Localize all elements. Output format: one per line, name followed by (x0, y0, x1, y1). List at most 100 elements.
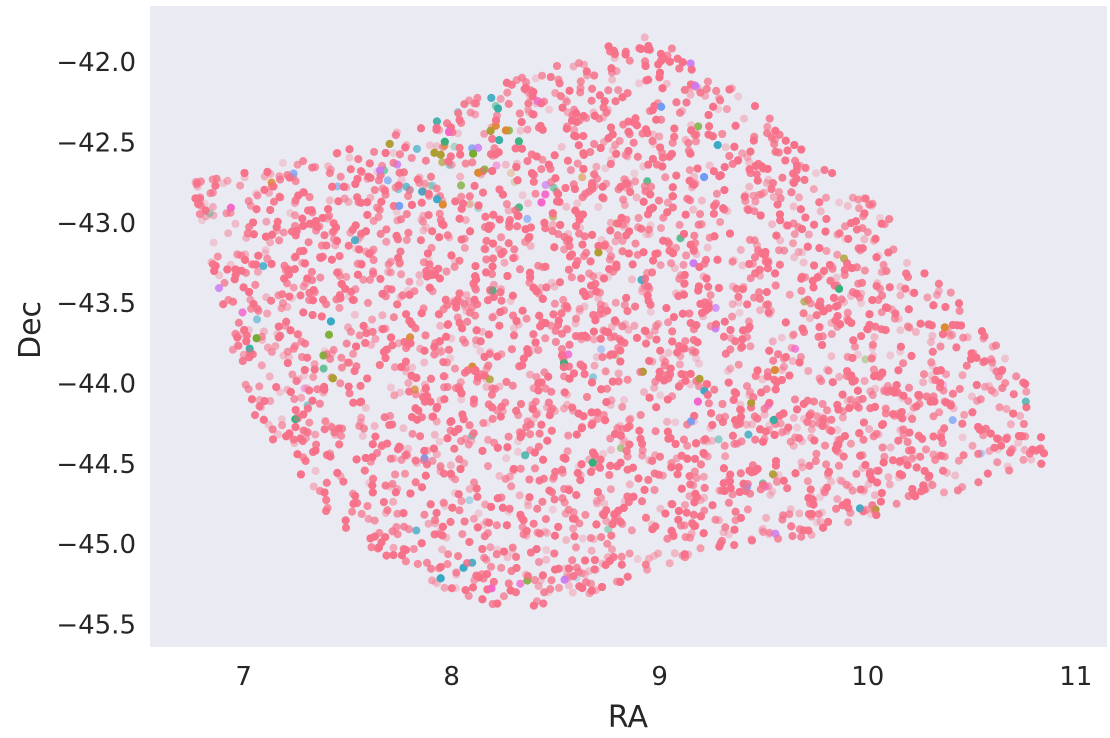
scatter-point (526, 370, 534, 379)
scatter-point (1022, 387, 1031, 396)
scatter-point (397, 270, 406, 279)
scatter-point (297, 337, 306, 346)
scatter-point (402, 236, 411, 244)
scatter-point (643, 177, 652, 186)
scatter-point (378, 311, 387, 320)
scatter-point (700, 493, 709, 502)
scatter-point (759, 188, 768, 197)
scatter-point (681, 501, 689, 509)
scatter-point (255, 382, 264, 391)
scatter-point (824, 366, 833, 375)
scatter-point (795, 193, 803, 202)
scatter-point (275, 192, 284, 201)
scatter-point (803, 477, 812, 486)
scatter-point (658, 471, 667, 480)
scatter-point (601, 367, 610, 376)
scatter-point (655, 132, 664, 141)
scatter-point (798, 437, 806, 446)
scatter-point (518, 191, 527, 200)
scatter-point (413, 144, 421, 153)
scatter-point (934, 287, 943, 296)
scatter-point (958, 433, 967, 442)
scatter-point (523, 417, 532, 426)
scatter-point (523, 214, 532, 223)
scatter-point (496, 94, 505, 103)
scatter-point (262, 217, 271, 226)
scatter-point (683, 441, 692, 450)
scatter-point (855, 204, 863, 213)
scatter-point (874, 430, 883, 439)
scatter-point (667, 259, 676, 268)
scatter-point (419, 226, 428, 235)
scatter-point (625, 549, 634, 558)
scatter-point (592, 353, 601, 362)
scatter-point (409, 545, 418, 553)
scatter-point (412, 526, 421, 535)
scatter-point (671, 418, 680, 427)
scatter-point (927, 371, 936, 380)
scatter-point (515, 491, 524, 500)
scatter-point (474, 509, 483, 518)
scatter-point (607, 155, 616, 164)
scatter-point (436, 321, 445, 330)
scatter-point (241, 380, 250, 389)
scatter-point (615, 136, 624, 145)
scatter-point (848, 486, 857, 495)
scatter-point (614, 369, 623, 378)
scatter-point (548, 220, 557, 229)
scatter-point (836, 476, 845, 485)
scatter-point (967, 392, 976, 401)
scatter-point (486, 347, 495, 356)
scatter-point (279, 351, 288, 360)
scatter-point (531, 189, 540, 198)
scatter-point (628, 275, 636, 284)
scatter-point (822, 365, 831, 374)
scatter-point (532, 373, 541, 381)
scatter-point (345, 153, 354, 162)
scatter-point (386, 411, 395, 420)
scatter-point (712, 189, 721, 198)
scatter-point (440, 583, 449, 592)
scatter-point (790, 253, 799, 262)
scatter-point (482, 383, 491, 391)
scatter-point (689, 481, 698, 490)
scatter-point (575, 304, 584, 313)
scatter-point (479, 419, 488, 427)
scatter-point (492, 521, 501, 530)
scatter-point (542, 403, 551, 412)
scatter-point (399, 424, 408, 433)
scatter-point (645, 225, 653, 234)
scatter-point (995, 403, 1004, 412)
scatter-point (886, 351, 895, 360)
scatter-point (593, 499, 602, 508)
scatter-point (257, 403, 266, 412)
scatter-point (336, 379, 345, 388)
scatter-point (749, 191, 758, 200)
scatter-point (329, 345, 338, 354)
scatter-point (827, 352, 836, 361)
scatter-point (435, 437, 444, 446)
scatter-point (451, 364, 459, 373)
scatter-point (843, 308, 852, 317)
scatter-point (745, 235, 754, 244)
scatter-point (661, 357, 670, 366)
scatter-point (860, 377, 869, 385)
scatter-point (231, 219, 240, 228)
scatter-point (795, 509, 804, 518)
scatter-point (672, 289, 680, 298)
scatter-point (534, 582, 543, 590)
scatter-point (337, 431, 346, 440)
scatter-point (1006, 420, 1015, 429)
scatter-point (503, 553, 512, 562)
scatter-point (386, 383, 395, 392)
scatter-point (277, 415, 286, 424)
scatter-point (524, 199, 533, 208)
scatter-point (736, 245, 745, 254)
scatter-point (431, 519, 440, 528)
scatter-point (738, 261, 747, 270)
scatter-point (630, 321, 639, 330)
scatter-point (561, 95, 569, 104)
scatter-point (594, 203, 603, 211)
scatter-point (355, 331, 364, 340)
scatter-point (696, 544, 705, 553)
